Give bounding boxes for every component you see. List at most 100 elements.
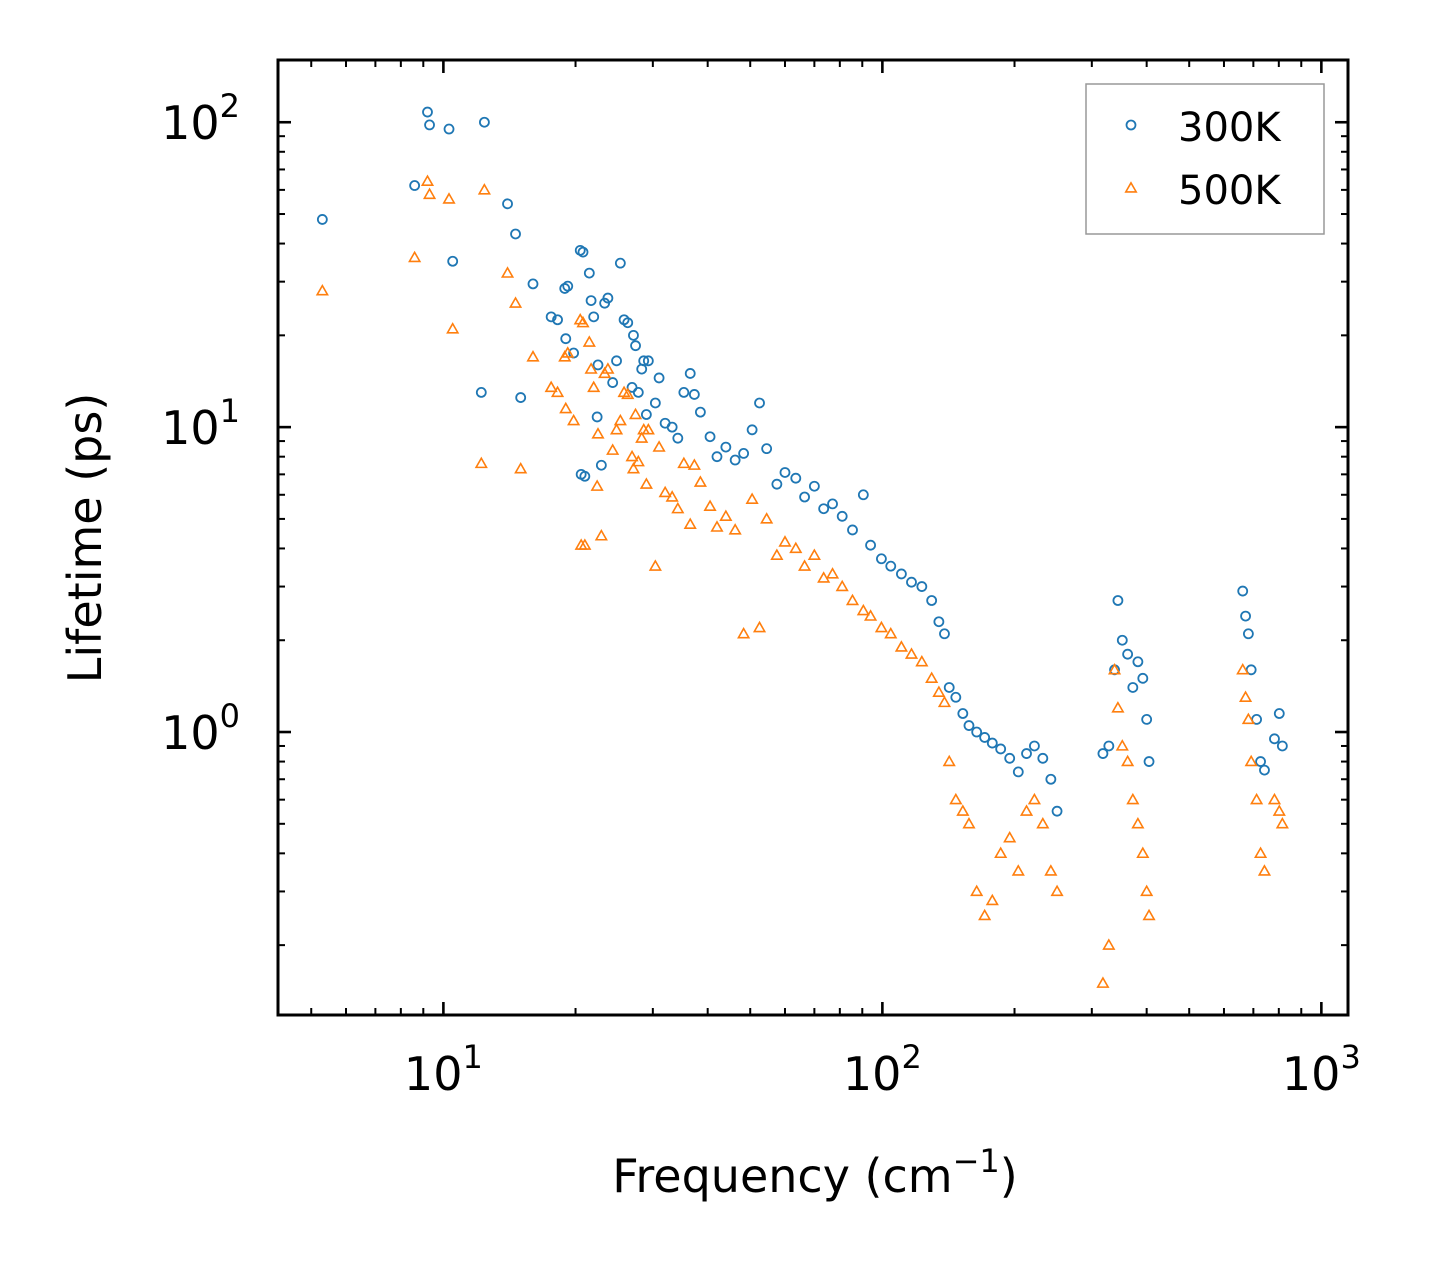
data-point-300K: [950, 691, 962, 703]
data-point-300K: [1127, 682, 1139, 693]
data-point-300K: [1029, 740, 1040, 752]
data-point-500K: [1096, 976, 1110, 988]
data-point-500K: [1236, 662, 1250, 675]
data-point-500K: [671, 501, 685, 514]
data-point-500K: [628, 407, 643, 420]
data-point-300K: [591, 411, 603, 423]
data-point-500K: [745, 492, 759, 504]
data-point-500K: [1044, 864, 1058, 876]
data-point-300K: [827, 498, 838, 510]
data-point-300K: [1097, 748, 1109, 759]
data-point-500K: [648, 559, 662, 571]
data-point-300K: [1276, 740, 1288, 752]
data-point-300K: [478, 116, 490, 128]
data-point-300K: [545, 311, 557, 323]
data-point-500K: [956, 804, 970, 816]
data-point-300K: [979, 732, 991, 743]
data-point-300K: [943, 682, 955, 693]
data-point-500K: [978, 908, 992, 921]
y-axis-label: Lifetime (ps): [58, 393, 112, 684]
data-point-500K: [798, 559, 812, 571]
data-point-500K: [1140, 884, 1154, 897]
data-point-500K: [635, 431, 649, 443]
data-point-300K: [559, 283, 571, 294]
data-point-300K: [847, 524, 858, 536]
data-point-300K: [1103, 740, 1115, 752]
data-point-300K: [424, 119, 435, 131]
x-tick-label: 101: [404, 1038, 483, 1101]
data-point-500K: [422, 187, 437, 200]
data-point-300K: [640, 409, 652, 420]
data-point-500K: [937, 695, 952, 708]
data-point-500K: [1011, 864, 1025, 876]
data-point-500K: [942, 754, 956, 767]
data-point-500K: [687, 458, 701, 470]
data-point-300K: [614, 257, 626, 269]
data-point-300K: [1037, 752, 1049, 764]
data-point-500K: [477, 183, 491, 195]
data-point-500K: [665, 490, 679, 502]
data-point-300K: [1237, 585, 1249, 597]
data-point-500K: [1019, 804, 1034, 816]
data-point-500K: [1136, 846, 1150, 859]
data-point-500K: [770, 548, 784, 560]
data-point-500K: [925, 671, 939, 684]
data-point-500K: [1142, 908, 1156, 921]
data-point-500K: [1115, 739, 1129, 751]
data-point-300K: [1269, 733, 1280, 745]
data-point-300K: [409, 180, 421, 191]
data-point-300K: [963, 720, 975, 731]
data-point-500K: [970, 884, 984, 897]
data-point-300K: [926, 595, 938, 606]
data-point-300K: [552, 314, 563, 326]
data-point-300K: [672, 432, 684, 444]
data-point-300K: [443, 123, 455, 135]
data-point-500K: [703, 499, 717, 511]
data-point-300K: [1259, 764, 1270, 776]
data-point-300K: [510, 228, 521, 240]
data-point-500K: [591, 427, 605, 439]
data-point-500K: [845, 593, 860, 606]
data-point-500K: [894, 640, 908, 652]
data-point-500K: [1272, 804, 1286, 816]
data-point-500K: [835, 579, 849, 592]
data-point-500K: [1253, 846, 1268, 859]
data-point-300K: [995, 743, 1007, 755]
data-point-300K: [653, 372, 665, 384]
data-point-300K: [1112, 595, 1124, 606]
data-point-500K: [1250, 792, 1264, 805]
data-point-300K: [1245, 664, 1257, 676]
data-point-300K: [876, 553, 887, 565]
data-point-500K: [778, 535, 792, 547]
data-point-300K: [939, 628, 950, 640]
data-point-500K: [639, 477, 653, 489]
data-point-300K: [729, 454, 741, 466]
data-point-300K: [1122, 648, 1134, 660]
data-point-500K: [567, 413, 581, 426]
data-point-500K: [508, 296, 523, 308]
x-tick-label: 103: [1282, 1038, 1361, 1101]
data-point-500K: [514, 461, 528, 474]
data-point-300K: [562, 280, 574, 292]
data-point-300K: [422, 106, 433, 118]
legend-marker-500K: [1124, 181, 1138, 193]
y-tick-label: 102: [161, 87, 240, 150]
data-point-500K: [446, 322, 460, 334]
data-point-500K: [904, 647, 919, 659]
data-point-500K: [1050, 884, 1064, 897]
data-point-500K: [1267, 792, 1282, 805]
data-point-500K: [962, 816, 976, 829]
data-point-500K: [408, 250, 422, 263]
data-point-500K: [550, 385, 565, 398]
data-point-500K: [613, 413, 627, 426]
data-point-300K: [761, 443, 773, 455]
legend-box: [1085, 83, 1325, 235]
data-point-300K: [632, 386, 644, 398]
data-point-300K: [1045, 773, 1057, 785]
data-point-300K: [1132, 656, 1144, 668]
data-point-500K: [752, 620, 767, 633]
data-point-500K: [1121, 754, 1135, 767]
data-point-500K: [641, 422, 655, 435]
data-point-300K: [688, 389, 700, 400]
x-tick-label: 102: [843, 1038, 922, 1101]
